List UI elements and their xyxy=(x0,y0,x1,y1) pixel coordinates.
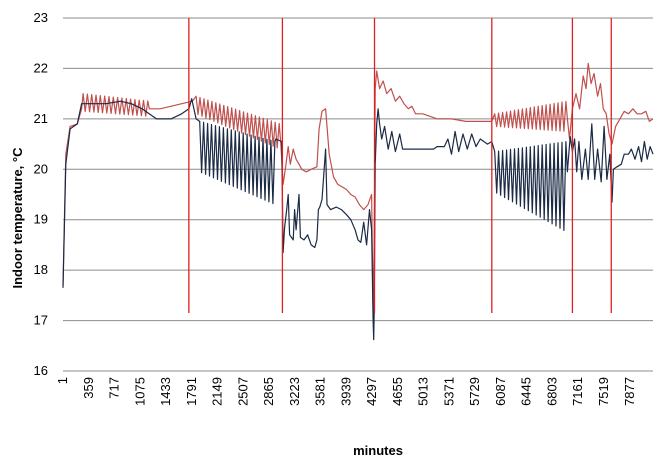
series-line-0 xyxy=(62,98,654,341)
x-tick-label: 6803 xyxy=(544,377,559,406)
x-tick-label: 2149 xyxy=(210,377,225,406)
y-tick-label: 16 xyxy=(34,363,48,378)
y-axis-label: Indoor temperature, °C xyxy=(10,147,25,289)
x-tick-label: 5371 xyxy=(441,377,456,406)
y-tick-label: 21 xyxy=(34,111,48,126)
x-tick-label: 7877 xyxy=(622,377,637,406)
x-tick-label: 717 xyxy=(107,377,122,399)
x-tick-label: 1791 xyxy=(184,377,199,406)
event-lines xyxy=(188,18,612,314)
x-axis-label: minutes xyxy=(353,443,403,458)
x-tick-label: 5013 xyxy=(416,377,431,406)
x-tick-label: 4297 xyxy=(364,377,379,406)
series-line-1 xyxy=(62,62,654,312)
x-tick-labels: 1 359 717 1075 1433 1791 2149 2507 2865 3223 3581 3… xyxy=(55,377,637,406)
x-tick-label: 1433 xyxy=(158,377,173,406)
x-tick-label: 5729 xyxy=(467,377,482,406)
x-tick-label: 359 xyxy=(81,377,96,399)
x-tick-label: 1075 xyxy=(132,377,147,406)
y-tick-label: 20 xyxy=(34,161,48,176)
x-tick-label: 3581 xyxy=(313,377,328,406)
y-tick-label: 23 xyxy=(34,10,48,25)
series-layer xyxy=(62,62,654,341)
y-tick-label: 19 xyxy=(34,212,48,227)
y-tick-label: 18 xyxy=(34,262,48,277)
y-tick-label: 17 xyxy=(34,313,48,328)
x-tick-label: 2865 xyxy=(261,377,276,406)
x-tick-label: 7519 xyxy=(596,377,611,406)
x-tick-label: 6087 xyxy=(493,377,508,406)
x-tick-label: 1 xyxy=(55,377,70,384)
x-tick-label: 4655 xyxy=(390,377,405,406)
x-tick-label: 3223 xyxy=(287,377,302,406)
x-tick-label: 6445 xyxy=(519,377,534,406)
x-tick-label: 3939 xyxy=(338,377,353,406)
y-tick-label: 22 xyxy=(34,60,48,75)
x-tick-label: 2507 xyxy=(235,377,250,406)
x-tick-label: 7161 xyxy=(570,377,585,406)
y-tick-labels: 16 17 18 19 20 21 22 23 xyxy=(34,10,48,378)
